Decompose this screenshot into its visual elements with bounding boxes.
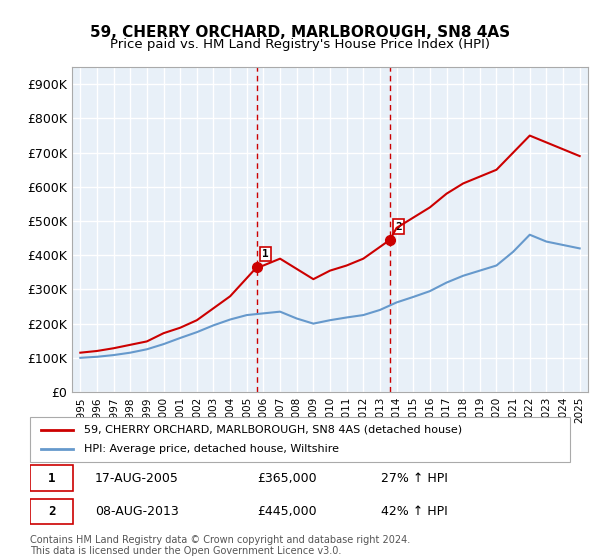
Text: 2: 2 (395, 222, 401, 232)
Text: Price paid vs. HM Land Registry's House Price Index (HPI): Price paid vs. HM Land Registry's House … (110, 38, 490, 51)
Text: 59, CHERRY ORCHARD, MARLBOROUGH, SN8 4AS: 59, CHERRY ORCHARD, MARLBOROUGH, SN8 4AS (90, 25, 510, 40)
Text: 59, CHERRY ORCHARD, MARLBOROUGH, SN8 4AS (detached house): 59, CHERRY ORCHARD, MARLBOROUGH, SN8 4AS… (84, 424, 462, 435)
FancyBboxPatch shape (30, 465, 73, 491)
Text: £445,000: £445,000 (257, 505, 316, 518)
Text: 17-AUG-2005: 17-AUG-2005 (95, 472, 179, 484)
Text: 2: 2 (48, 505, 55, 518)
FancyBboxPatch shape (30, 499, 73, 524)
Text: £365,000: £365,000 (257, 472, 316, 484)
FancyBboxPatch shape (30, 417, 570, 462)
Text: 1: 1 (262, 249, 269, 259)
Text: HPI: Average price, detached house, Wiltshire: HPI: Average price, detached house, Wilt… (84, 445, 339, 455)
Text: 27% ↑ HPI: 27% ↑ HPI (381, 472, 448, 484)
Text: 42% ↑ HPI: 42% ↑ HPI (381, 505, 448, 518)
Text: 08-AUG-2013: 08-AUG-2013 (95, 505, 179, 518)
Text: Contains HM Land Registry data © Crown copyright and database right 2024.
This d: Contains HM Land Registry data © Crown c… (30, 535, 410, 557)
Text: 1: 1 (48, 472, 55, 484)
